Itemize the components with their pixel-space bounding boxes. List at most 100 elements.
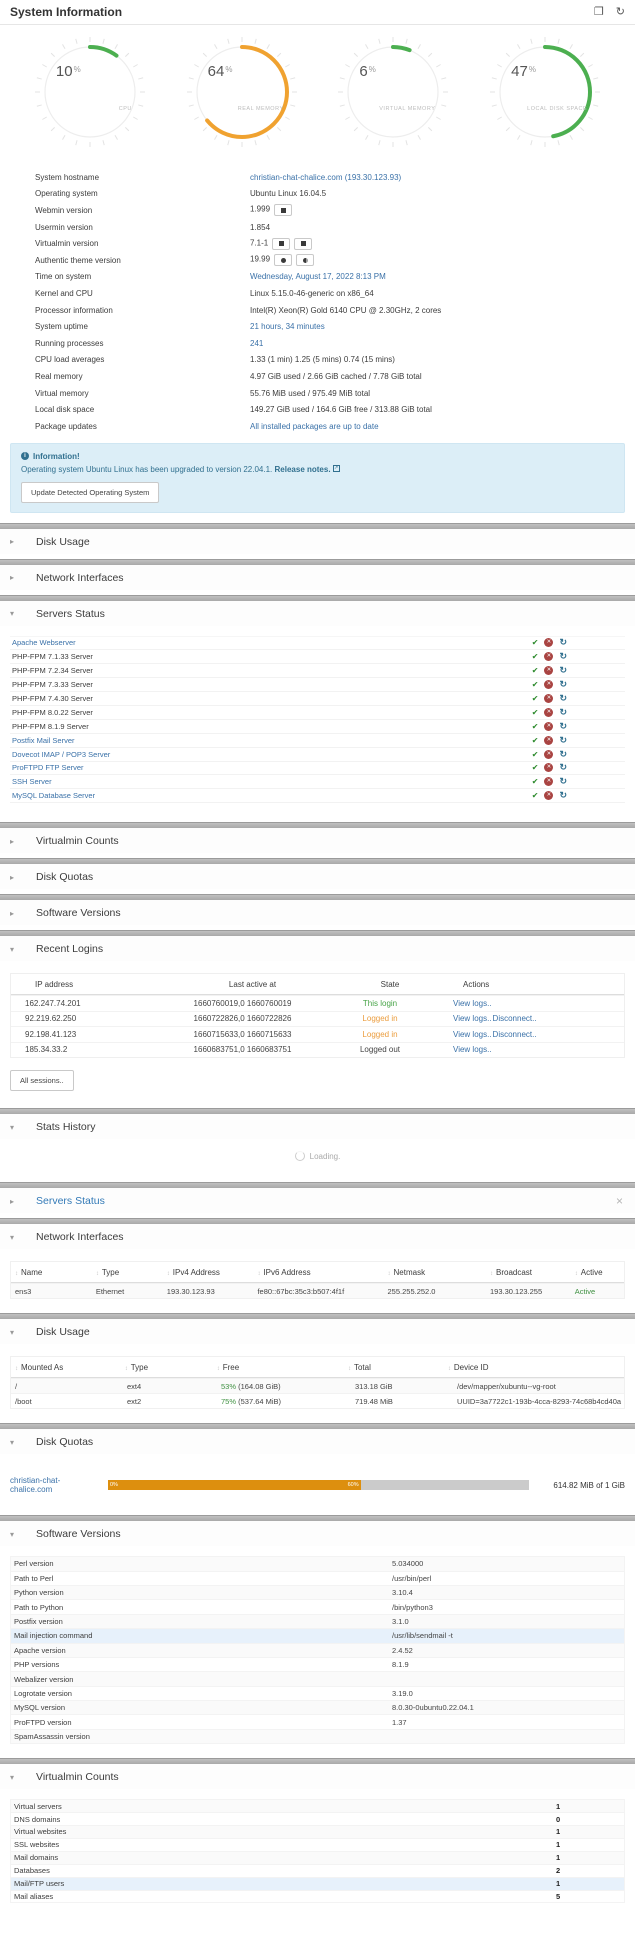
stop-icon[interactable]: ✕	[544, 638, 553, 647]
refresh-icon[interactable]: ↻	[616, 7, 625, 18]
all-sessions-button[interactable]: All sessions..	[10, 1070, 74, 1091]
section-stats-history[interactable]: ▾ Stats History	[0, 1114, 635, 1139]
column-header[interactable]: Actions	[445, 980, 624, 989]
stop-icon[interactable]: ✕	[544, 694, 553, 703]
server-link[interactable]: Apache Webserver	[12, 638, 76, 647]
column-header[interactable]: IP address	[11, 980, 170, 989]
stop-icon[interactable]: ✕	[544, 708, 553, 717]
column-header[interactable]: ↕Total	[344, 1363, 444, 1372]
stop-icon[interactable]: ✕	[544, 791, 553, 800]
section-network-interfaces-collapsed[interactable]: ▸ Network Interfaces	[0, 565, 635, 590]
restart-icon[interactable]: ↻	[559, 707, 567, 718]
section-disk-quotas-collapsed[interactable]: ▸ Disk Quotas	[0, 864, 635, 889]
section-servers-status-live[interactable]: ▸ Servers Status ×	[0, 1188, 635, 1213]
stop-icon[interactable]: ✕	[544, 652, 553, 661]
update-os-button[interactable]: Update Detected Operating System	[21, 482, 159, 503]
section-virtualmin-counts-collapsed[interactable]: ▸ Virtualmin Counts	[0, 828, 635, 853]
column-header[interactable]: ↕Type	[92, 1268, 163, 1277]
section-virtualmin-counts[interactable]: ▾ Virtualmin Counts	[0, 1764, 635, 1789]
column-header[interactable]: ↕Free	[213, 1363, 344, 1372]
restart-icon[interactable]: ↻	[559, 693, 567, 704]
network-interfaces-table: ↕Name↕Type↕IPv4 Address↕IPv6 Address↕Net…	[10, 1261, 625, 1299]
start-icon[interactable]: ✔	[532, 736, 539, 745]
restart-icon[interactable]: ↻	[559, 665, 567, 676]
quota-domain-link[interactable]: christian-chat-chalice.com	[10, 1476, 100, 1494]
section-servers-status[interactable]: ▾ Servers Status	[0, 601, 635, 626]
login-action-link[interactable]: View logs..	[453, 1045, 492, 1054]
clipboard-icon[interactable]: ❐	[594, 7, 604, 18]
start-icon[interactable]: ✔	[532, 777, 539, 786]
column-header[interactable]: ↕Mounted As	[11, 1363, 121, 1372]
column-header[interactable]: ↕Active	[571, 1268, 624, 1277]
start-icon[interactable]: ✔	[532, 722, 539, 731]
login-row: 92.198.41.1231660715633,0 1660715633Logg…	[11, 1026, 624, 1042]
start-icon[interactable]: ✔	[532, 708, 539, 717]
info-value-link[interactable]: 21 hours, 34 minutes	[250, 322, 325, 331]
login-action-link[interactable]: View logs..	[453, 1030, 492, 1039]
section-software-versions[interactable]: ▾ Software Versions	[0, 1521, 635, 1546]
server-link[interactable]: MySQL Database Server	[12, 791, 95, 800]
start-icon[interactable]: ✔	[532, 652, 539, 661]
section-disk-quotas[interactable]: ▾ Disk Quotas	[0, 1429, 635, 1454]
restart-icon[interactable]: ↻	[559, 679, 567, 690]
column-header[interactable]: State	[335, 980, 445, 989]
stop-icon[interactable]: ✕	[544, 736, 553, 745]
gift-icon[interactable]	[272, 238, 290, 250]
half-dot-icon[interactable]	[296, 254, 314, 266]
info-value-link[interactable]: 241	[250, 339, 263, 348]
server-link[interactable]: SSH Server	[12, 777, 52, 786]
software-label: Mail injection command	[11, 1631, 392, 1640]
column-header[interactable]: ↕Name	[11, 1268, 92, 1277]
server-link[interactable]: Dovecot IMAP / POP3 Server	[12, 750, 110, 759]
info-value-link[interactable]: Wednesday, August 17, 2022 8:13 PM	[250, 272, 386, 281]
column-header[interactable]: ↕IPv6 Address	[253, 1268, 383, 1277]
restart-icon[interactable]: ↻	[559, 651, 567, 662]
stop-icon[interactable]: ✕	[544, 750, 553, 759]
column-header[interactable]: Last active at	[170, 980, 335, 989]
package-icon[interactable]	[274, 204, 292, 216]
server-link[interactable]: Postfix Mail Server	[12, 736, 75, 745]
info-value-link[interactable]: christian-chat-chalice.com (193.30.123.9…	[250, 173, 401, 182]
column-header[interactable]: ↕Device ID	[444, 1363, 624, 1372]
restart-icon[interactable]: ↻	[559, 790, 567, 801]
login-action-link[interactable]: View logs..	[453, 1014, 492, 1023]
software-version-row: Path to Python/bin/python3	[11, 1599, 624, 1613]
column-header[interactable]: ↕Type	[121, 1363, 213, 1372]
restart-icon[interactable]: ↻	[559, 735, 567, 746]
restart-icon[interactable]: ↻	[559, 637, 567, 648]
stop-icon[interactable]: ✕	[544, 722, 553, 731]
stop-icon[interactable]: ✕	[544, 777, 553, 786]
start-icon[interactable]: ✔	[532, 680, 539, 689]
login-action-link[interactable]: View logs..	[453, 999, 492, 1008]
column-header[interactable]: ↕Broadcast	[486, 1268, 571, 1277]
login-action-link[interactable]: Disconnect..	[493, 1014, 537, 1023]
server-link[interactable]: ProFTPD FTP Server	[12, 763, 84, 772]
start-icon[interactable]: ✔	[532, 791, 539, 800]
restart-icon[interactable]: ↻	[559, 762, 567, 773]
restart-icon[interactable]: ↻	[559, 749, 567, 760]
close-icon[interactable]: ×	[616, 1194, 623, 1208]
start-icon[interactable]: ✔	[532, 666, 539, 675]
start-icon[interactable]: ✔	[532, 638, 539, 647]
stop-icon[interactable]: ✕	[544, 666, 553, 675]
start-icon[interactable]: ✔	[532, 694, 539, 703]
info-label: Local disk space	[0, 405, 250, 414]
package-icon[interactable]	[294, 238, 312, 250]
section-recent-logins[interactable]: ▾ Recent Logins	[0, 936, 635, 961]
login-action-link[interactable]: Disconnect..	[493, 1030, 537, 1039]
column-header[interactable]: ↕Netmask	[384, 1268, 486, 1277]
section-disk-usage[interactable]: ▾ Disk Usage	[0, 1319, 635, 1344]
dot-icon[interactable]	[274, 254, 292, 266]
section-network-interfaces[interactable]: ▾ Network Interfaces	[0, 1224, 635, 1249]
info-value-link[interactable]: All installed packages are up to date	[250, 422, 379, 431]
section-disk-usage-collapsed[interactable]: ▸ Disk Usage	[0, 529, 635, 554]
start-icon[interactable]: ✔	[532, 750, 539, 759]
restart-icon[interactable]: ↻	[559, 776, 567, 787]
release-notes-link[interactable]: Release notes.	[275, 465, 331, 474]
start-icon[interactable]: ✔	[532, 763, 539, 772]
column-header[interactable]: ↕IPv4 Address	[163, 1268, 254, 1277]
restart-icon[interactable]: ↻	[559, 721, 567, 732]
stop-icon[interactable]: ✕	[544, 680, 553, 689]
stop-icon[interactable]: ✕	[544, 763, 553, 772]
section-software-versions-collapsed[interactable]: ▸ Software Versions	[0, 900, 635, 925]
